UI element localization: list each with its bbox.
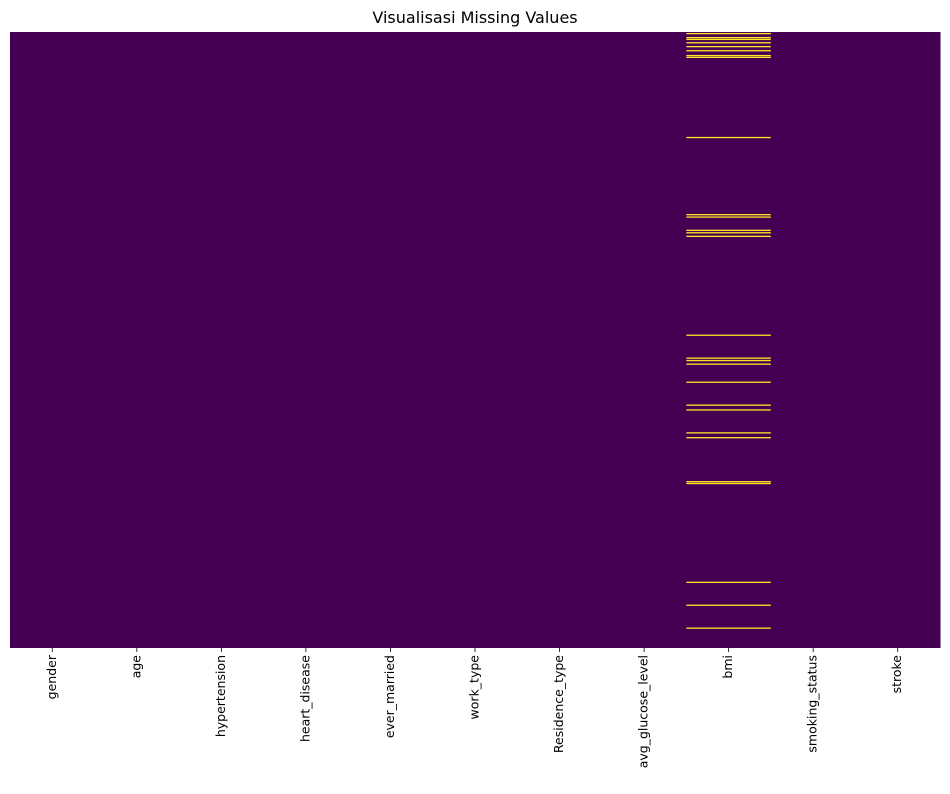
heatmap-column-age xyxy=(94,32,180,648)
x-tick-label-heart_disease: heart_disease xyxy=(297,655,312,742)
missing-mark-bmi-16 xyxy=(686,363,771,365)
missing-mark-bmi-11 xyxy=(686,229,771,231)
heatmap-column-avg_glucose_level xyxy=(601,32,687,648)
missing-mark-bmi-12 xyxy=(686,232,771,234)
heatmap-column-gender xyxy=(10,32,96,648)
x-tick-label-stroke: stroke xyxy=(889,655,904,694)
x-tick-label-hypertension: hypertension xyxy=(213,655,228,737)
missing-mark-bmi-0 xyxy=(686,32,771,35)
missing-mark-bmi-1 xyxy=(686,36,771,39)
x-tick-label-smoking_status: smoking_status xyxy=(805,655,820,753)
missing-mark-bmi-15 xyxy=(686,357,771,359)
heatmap-column-heart_disease xyxy=(263,32,349,648)
missing-mark-bmi-26 xyxy=(686,604,771,606)
missing-mark-bmi-13 xyxy=(686,235,771,238)
missing-mark-bmi-7 xyxy=(686,56,771,59)
missing-mark-bmi-22 xyxy=(686,437,771,439)
missing-mark-bmi-5 xyxy=(686,50,771,52)
x-tick-label-ever_married: ever_married xyxy=(382,655,397,738)
missing-mark-bmi-6 xyxy=(686,54,771,57)
missing-mark-bmi-9 xyxy=(686,214,771,216)
missing-mark-bmi-20 xyxy=(686,409,771,411)
missing-mark-bmi-21 xyxy=(686,432,771,434)
heatmap-column-work_type xyxy=(432,32,518,648)
x-tick-label-gender: gender xyxy=(44,654,59,699)
missing-mark-bmi-17 xyxy=(686,359,771,362)
x-tick-label-Residence_type: Residence_type xyxy=(551,655,566,753)
x-tick-label-bmi: bmi xyxy=(720,655,735,679)
missing-mark-bmi-2 xyxy=(686,38,771,41)
missing-mark-bmi-27 xyxy=(686,627,771,629)
heatmap-column-ever_married xyxy=(348,32,434,648)
missing-mark-bmi-10 xyxy=(686,216,771,218)
missing-mark-bmi-3 xyxy=(686,42,771,44)
missing-mark-bmi-23 xyxy=(686,481,771,483)
missing-mark-bmi-24 xyxy=(686,482,771,485)
x-tick-label-age: age xyxy=(128,655,143,679)
missing-mark-bmi-8 xyxy=(686,136,771,139)
heatmap-column-hypertension xyxy=(179,32,265,648)
heatmap-column-stroke xyxy=(855,32,941,648)
heatmap-column-Residence_type xyxy=(517,32,603,648)
missing-mark-bmi-14 xyxy=(686,334,771,336)
chart-title: Visualisasi Missing Values xyxy=(372,8,578,27)
missing-mark-bmi-18 xyxy=(686,381,771,383)
heatmap-column-smoking_status xyxy=(770,32,856,648)
missing-mark-bmi-19 xyxy=(686,404,771,406)
x-tick-label-avg_glucose_level: avg_glucose_level xyxy=(636,655,651,768)
heatmap-column-bmi xyxy=(686,32,772,648)
missing-mark-bmi-4 xyxy=(686,45,771,48)
missing-mark-bmi-25 xyxy=(686,581,771,583)
x-tick-label-work_type: work_type xyxy=(467,655,482,720)
